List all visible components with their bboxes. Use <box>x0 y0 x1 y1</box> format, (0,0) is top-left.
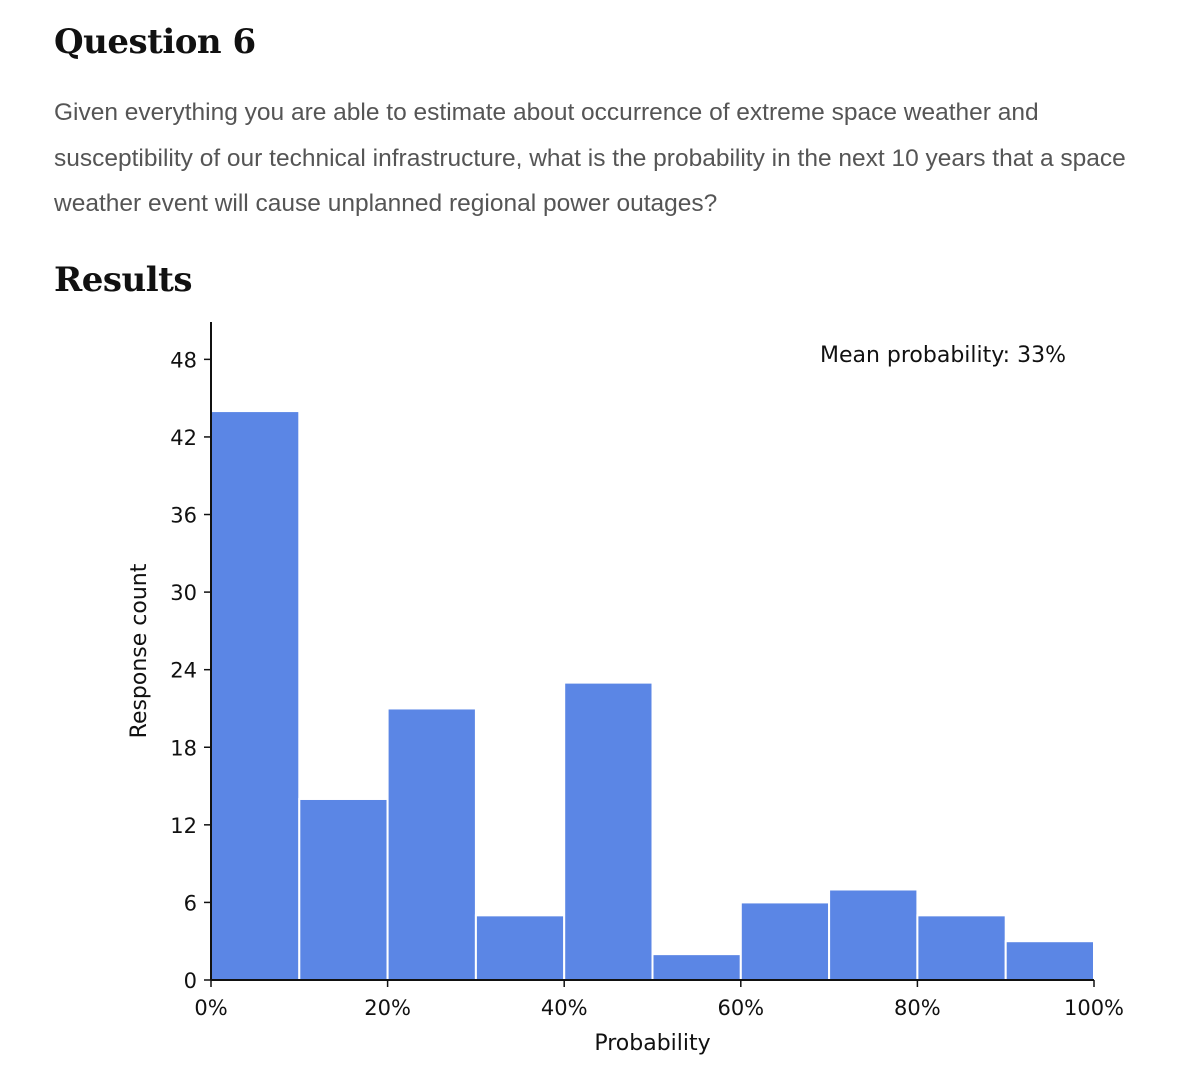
histogram-bar-20-30 <box>386 707 477 981</box>
histogram-bar-70-80 <box>828 888 919 981</box>
x-tick-label: 40% <box>541 996 588 1020</box>
histogram-bar-50-60 <box>651 953 742 982</box>
y-axis-label: Response count <box>127 563 152 738</box>
histogram-bar-40-50 <box>563 681 654 981</box>
x-axis-label: Probability <box>594 1031 710 1056</box>
question-text: Given everything you are able to estimat… <box>54 99 1126 217</box>
x-tick-label: 80% <box>894 996 941 1020</box>
y-tick-label: 36 <box>170 504 197 528</box>
bars-group <box>210 410 1096 982</box>
y-tick-label: 24 <box>170 659 197 683</box>
histogram-bar-0-10 <box>210 410 301 981</box>
y-ticks-group: 0 6 12 18 24 30 36 42 48 <box>170 348 211 993</box>
histogram-bar-80-90 <box>916 914 1007 981</box>
histogram-bar-60-70 <box>739 901 831 981</box>
x-tick-label: 0% <box>194 996 227 1020</box>
histogram-bar-10-20 <box>298 797 389 981</box>
x-tick-label: 100% <box>1064 996 1124 1020</box>
x-ticks-group: 0% 20% 40% 60% 80% 100% <box>194 980 1124 1020</box>
x-tick-label: 20% <box>364 996 411 1020</box>
y-tick-label: 42 <box>170 426 197 450</box>
y-tick-label: 12 <box>170 814 197 838</box>
y-tick-label: 48 <box>170 348 197 372</box>
histogram-bar-90-100 <box>1004 940 1096 982</box>
y-tick-label: 18 <box>170 736 197 760</box>
y-tick-label: 0 <box>184 969 197 993</box>
y-tick-label: 6 <box>184 891 197 915</box>
histogram-bar-30-40 <box>474 914 566 981</box>
results-title: Results <box>54 260 193 300</box>
mean-probability-annotation: Mean probability: 33% <box>820 343 1066 368</box>
y-tick-label: 30 <box>170 581 197 605</box>
question-title: Question 6 <box>54 22 256 62</box>
x-tick-label: 60% <box>717 996 764 1020</box>
